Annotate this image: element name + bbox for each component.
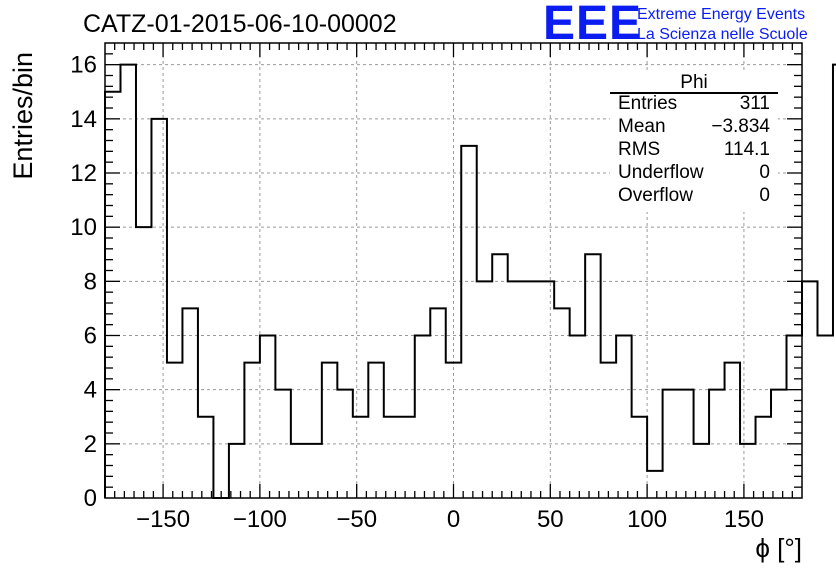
y-tick-label: 2 (84, 431, 97, 458)
y-tick-label: 0 (84, 485, 97, 512)
x-tick-label: −50 (336, 506, 377, 533)
histogram-bin (415, 336, 430, 499)
histogram-bin (275, 390, 290, 498)
y-tick-label: 14 (70, 106, 97, 133)
histogram-bin (678, 390, 693, 498)
histogram-bin (585, 254, 600, 498)
histogram-bin (182, 308, 197, 498)
histogram-bin (570, 336, 585, 499)
x-tick-label: 150 (724, 506, 764, 533)
stats-key: Mean (618, 116, 666, 137)
y-tick-label: 8 (84, 268, 97, 295)
stats-row-underflow: Underflow 0 (618, 162, 770, 184)
histogram-bin (492, 254, 507, 498)
stats-value: 0 (759, 162, 770, 183)
histogram-bin (244, 363, 259, 498)
histogram-bin (508, 281, 523, 498)
stats-key: Entries (618, 93, 678, 114)
histogram-bin (647, 471, 662, 498)
histogram-bin (120, 65, 135, 498)
stats-key: Underflow (618, 162, 704, 183)
histogram-bin (632, 417, 647, 498)
histogram-bin (554, 308, 569, 498)
grid (105, 43, 802, 499)
histogram-bin (523, 281, 538, 498)
y-tick-label: 12 (70, 160, 97, 187)
histogram-bin (771, 390, 786, 498)
y-tick-label: 6 (84, 323, 97, 350)
stats-row-entries: Entries 311 (618, 93, 770, 115)
histogram-bin (430, 308, 445, 498)
histogram-bin (663, 390, 678, 498)
stats-key: RMS (618, 139, 661, 160)
histogram-bin (477, 281, 492, 498)
logo-line-2: La Scienza nelle Scuole (637, 26, 808, 43)
x-tick-label: 50 (537, 506, 564, 533)
chart-title: CATZ-01-2015-06-10-00002 (83, 10, 397, 38)
histogram-bin (198, 417, 213, 498)
stats-row-mean: Mean −3.834 (618, 116, 770, 138)
y-tick-label: 4 (84, 377, 97, 404)
x-axis-label: ϕ [°] (755, 533, 802, 563)
logo-line-1: Extreme Energy Events (637, 6, 806, 23)
y-tick-label: 16 (70, 52, 97, 79)
histogram-bin (817, 336, 832, 499)
axis-ticks (105, 43, 802, 498)
histogram-bin (446, 363, 461, 498)
stats-key: Overflow (618, 185, 693, 206)
stats-value: 0 (759, 185, 770, 206)
histogram-bin (709, 390, 724, 498)
histogram-bin (167, 363, 182, 498)
histogram-bin (539, 281, 554, 498)
stats-row-rms: RMS 114.1 (618, 139, 770, 161)
x-tick-label: −150 (136, 506, 190, 533)
histogram-bin (291, 444, 306, 498)
histogram-bin (105, 92, 120, 498)
stats-divider (610, 92, 778, 94)
stats-row-overflow: Overflow 0 (618, 185, 770, 207)
tick-labels: −150 −100 −50 0 50 100 150 0 2 4 6 8 10 12 14 16 (70, 52, 764, 533)
histogram-bin (601, 363, 616, 498)
histogram-bin (399, 417, 414, 498)
histogram-bin (802, 281, 817, 498)
histogram-bin (260, 336, 275, 499)
histogram-bin (384, 417, 399, 498)
stats-value: −3.834 (711, 116, 770, 137)
histogram-bin (756, 417, 771, 498)
x-tick-label: 0 (447, 506, 460, 533)
y-tick-label: 10 (70, 214, 97, 241)
histogram-bin (306, 444, 321, 498)
histogram-bin (787, 336, 802, 499)
histogram-bin (353, 417, 368, 498)
x-tick-label: 100 (627, 506, 667, 533)
x-tick-label: −100 (233, 506, 287, 533)
histogram-bin (368, 363, 383, 498)
histogram-bin (725, 363, 740, 498)
histogram-bin (151, 119, 166, 498)
histogram-bin (337, 390, 352, 498)
y-axis-label: Entries/bin (8, 52, 38, 180)
stats-box: Phi Entries 311 Mean −3.834 RMS 114.1 Un… (610, 70, 778, 212)
stats-value: 114.1 (723, 139, 770, 160)
histogram-bin (136, 227, 151, 498)
histogram-bin (229, 444, 244, 498)
eee-logo: EEE (543, 0, 643, 50)
stats-value: 311 (739, 93, 770, 114)
histogram-bin (694, 444, 709, 498)
histogram-bin (616, 336, 631, 499)
histogram-bin (740, 444, 755, 498)
histogram-bin (322, 363, 337, 498)
stats-title: Phi (680, 72, 708, 93)
histogram-bin (461, 146, 476, 498)
